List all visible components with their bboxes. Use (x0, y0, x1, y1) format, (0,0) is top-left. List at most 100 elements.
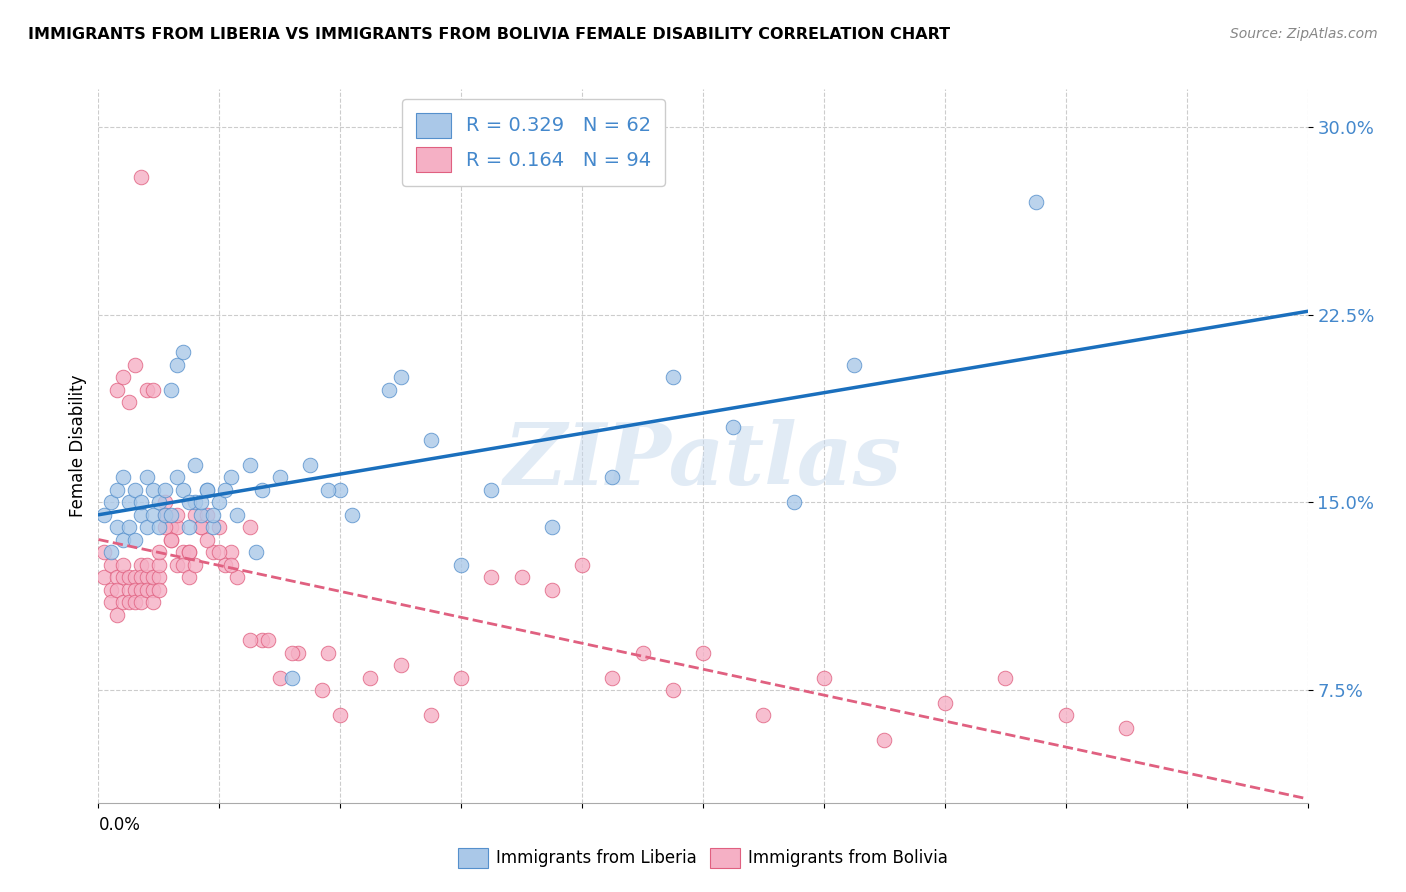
Point (172, 558, 194, 572)
Point (142, 508, 165, 522)
Point (105, 383, 128, 397)
Point (316, 646, 339, 660)
Point (153, 483, 176, 497)
Point (1054, 708, 1077, 723)
Point (661, 370, 683, 384)
Point (177, 495, 201, 509)
Point (221, 545, 243, 559)
Point (250, 483, 273, 497)
Point (190, 520, 212, 534)
Point (93, 545, 115, 559)
Point (202, 545, 225, 559)
Point (129, 508, 152, 522)
Point (100, 495, 122, 509)
Point (124, 582, 146, 597)
Point (111, 570, 134, 584)
Point (111, 533, 134, 547)
Point (184, 558, 207, 572)
Point (118, 595, 141, 609)
Point (226, 508, 249, 522)
Point (142, 595, 165, 609)
Point (124, 483, 146, 497)
Point (142, 570, 165, 584)
Point (172, 483, 194, 497)
Point (195, 483, 218, 497)
Point (221, 558, 243, 572)
Point (342, 508, 364, 522)
Point (934, 696, 956, 710)
Y-axis label: Female Disability: Female Disability (69, 375, 87, 517)
Point (1115, 721, 1137, 735)
Point (166, 358, 188, 372)
Point (281, 671, 304, 685)
Point (721, 420, 744, 434)
Point (148, 520, 170, 534)
Point (124, 570, 146, 584)
Point (100, 582, 122, 597)
Point (93, 508, 115, 522)
Point (153, 520, 176, 534)
Point (221, 470, 243, 484)
Point (129, 570, 152, 584)
Point (135, 558, 157, 572)
Point (160, 383, 183, 397)
Point (329, 483, 352, 497)
Legend: R = 0.329   N = 62, R = 0.164   N = 94: R = 0.329 N = 62, R = 0.164 N = 94 (402, 99, 665, 186)
Point (100, 595, 122, 609)
Point (202, 520, 225, 534)
Point (160, 533, 183, 547)
Point (105, 570, 128, 584)
Point (239, 633, 262, 648)
Point (202, 508, 225, 522)
Point (148, 545, 170, 559)
Point (419, 708, 441, 723)
Point (166, 470, 188, 484)
Point (118, 570, 141, 584)
Point (148, 582, 170, 597)
Point (105, 483, 128, 497)
Point (389, 370, 412, 384)
Point (177, 545, 201, 559)
Point (510, 570, 533, 584)
Point (813, 671, 835, 685)
Point (142, 582, 165, 597)
Point (129, 495, 152, 509)
Point (118, 495, 141, 509)
Point (269, 671, 291, 685)
Legend: Immigrants from Liberia, Immigrants from Bolivia: Immigrants from Liberia, Immigrants from… (451, 841, 955, 875)
Point (166, 520, 188, 534)
Point (177, 570, 201, 584)
Point (111, 595, 134, 609)
Point (571, 558, 593, 572)
Point (481, 483, 503, 497)
Point (239, 458, 262, 472)
Point (118, 520, 141, 534)
Point (692, 646, 714, 660)
Point (118, 582, 141, 597)
Point (129, 558, 152, 572)
Point (287, 646, 309, 660)
Point (118, 395, 141, 409)
Point (269, 470, 291, 484)
Point (245, 545, 267, 559)
Point (184, 495, 207, 509)
Point (142, 483, 165, 497)
Point (190, 508, 212, 522)
Point (135, 383, 157, 397)
Point (844, 358, 866, 372)
Point (105, 607, 128, 622)
Point (148, 495, 170, 509)
Point (111, 370, 134, 384)
Point (602, 671, 624, 685)
Point (177, 520, 201, 534)
Point (100, 558, 122, 572)
Point (752, 708, 775, 723)
Point (208, 495, 231, 509)
Point (661, 683, 683, 698)
Point (111, 470, 134, 484)
Point (135, 520, 157, 534)
Point (1024, 194, 1046, 209)
Point (111, 558, 134, 572)
Point (377, 383, 399, 397)
Point (184, 458, 207, 472)
